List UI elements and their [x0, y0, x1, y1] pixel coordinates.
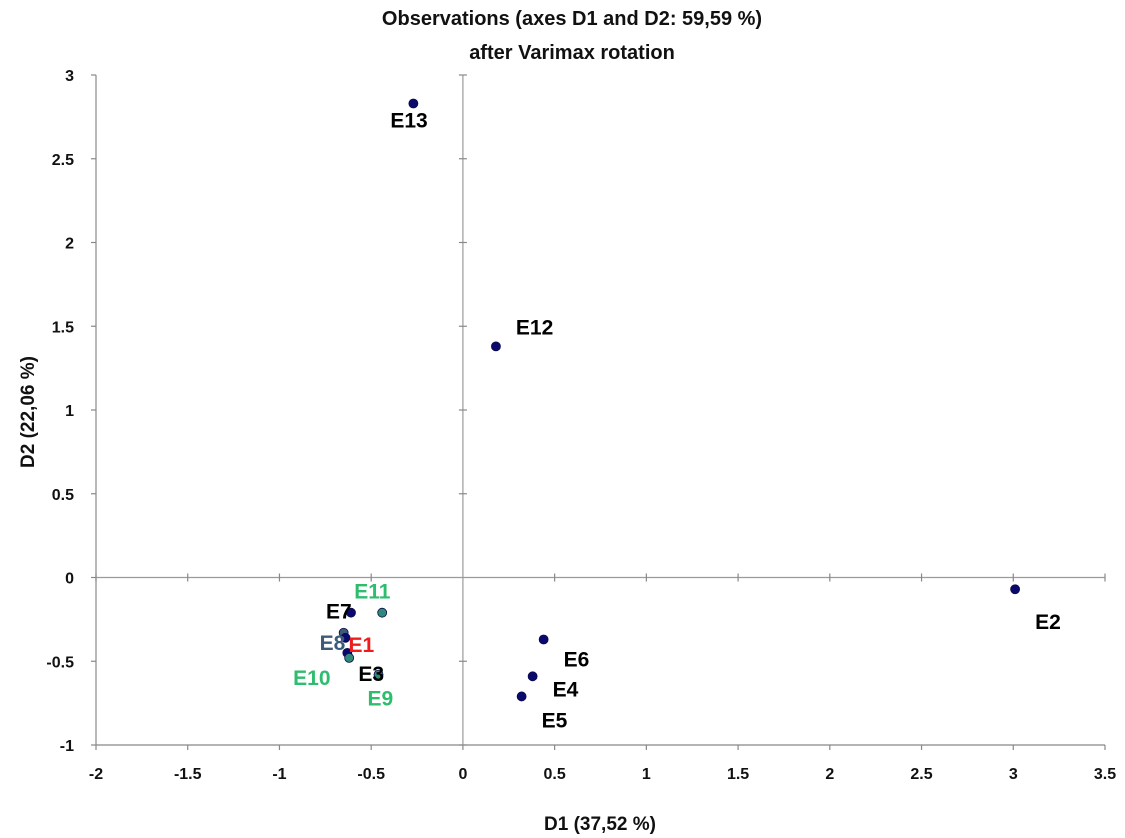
x-tick-label: 3	[1009, 766, 1018, 783]
chart-subtitle: after Varimax rotation	[469, 42, 675, 64]
point-label-e6: E6	[564, 648, 590, 671]
x-tick-label: -0.5	[357, 766, 385, 783]
x-tick-label: -1	[272, 766, 286, 783]
point-label-e9: E9	[368, 688, 394, 711]
axis-frame	[95, 75, 1105, 746]
y-tick-label: 3	[65, 68, 74, 85]
y-tick-label: -0.5	[46, 654, 74, 671]
x-axis-label: D1 (37,52 %)	[544, 814, 656, 835]
point-label-e11: E11	[354, 581, 391, 604]
point-e6	[538, 634, 549, 645]
point-e12	[491, 341, 501, 352]
point-label-e13: E13	[390, 109, 427, 132]
point-e7	[346, 607, 356, 618]
x-tick-label: 3.5	[1094, 766, 1116, 783]
y-axis-label: D2 (22,06 %)	[18, 356, 39, 468]
point-label-e5: E5	[542, 709, 568, 732]
point-e10	[344, 653, 355, 663]
x-tick-label: 0	[458, 766, 467, 783]
x-tick-label: 2	[825, 766, 834, 783]
point-e5	[516, 691, 527, 702]
y-tick-label: -1	[60, 738, 74, 755]
y-tick-label: 0.5	[52, 487, 74, 504]
y-tick-label: 2	[65, 236, 74, 253]
point-label-e1: E1	[348, 634, 374, 657]
point-label-e3: E3	[358, 663, 384, 686]
point-e2	[1010, 584, 1021, 595]
point-label-e8: E8	[320, 632, 346, 655]
point-e1	[340, 632, 351, 643]
x-tick-label: 2.5	[910, 766, 932, 783]
point-e4	[527, 671, 538, 682]
point-label-e10: E10	[293, 667, 330, 690]
x-tick-label: 0.5	[544, 766, 566, 783]
tick-marks: -2 -1.5 -1 -0.5 0 0.5 1 1.5 2 2.5 3 3.5 -1 -0.5 0 0.5 1 1…	[46, 68, 1116, 783]
x-tick-label: -1.5	[174, 766, 202, 783]
point-label-e12: E12	[516, 316, 553, 339]
point-e11	[377, 607, 388, 618]
point-label-e7: E7	[326, 601, 352, 624]
y-tick-label: 1	[65, 403, 74, 420]
x-tick-label: 1	[642, 766, 651, 783]
chart-title: Observations (axes D1 and D2: 59,59 %)	[382, 8, 762, 30]
point-label-e2: E2	[1035, 611, 1061, 634]
y-tick-label: 2.5	[52, 152, 74, 169]
point-e13	[408, 98, 419, 109]
y-tick-label: 0	[65, 571, 74, 588]
y-tick-label: 1.5	[52, 319, 74, 336]
axes	[95, 75, 1105, 746]
point-e9	[373, 669, 384, 680]
x-tick-label: 1.5	[727, 766, 749, 783]
x-tick-label: -2	[89, 766, 103, 783]
point-label-e4: E4	[553, 678, 579, 701]
